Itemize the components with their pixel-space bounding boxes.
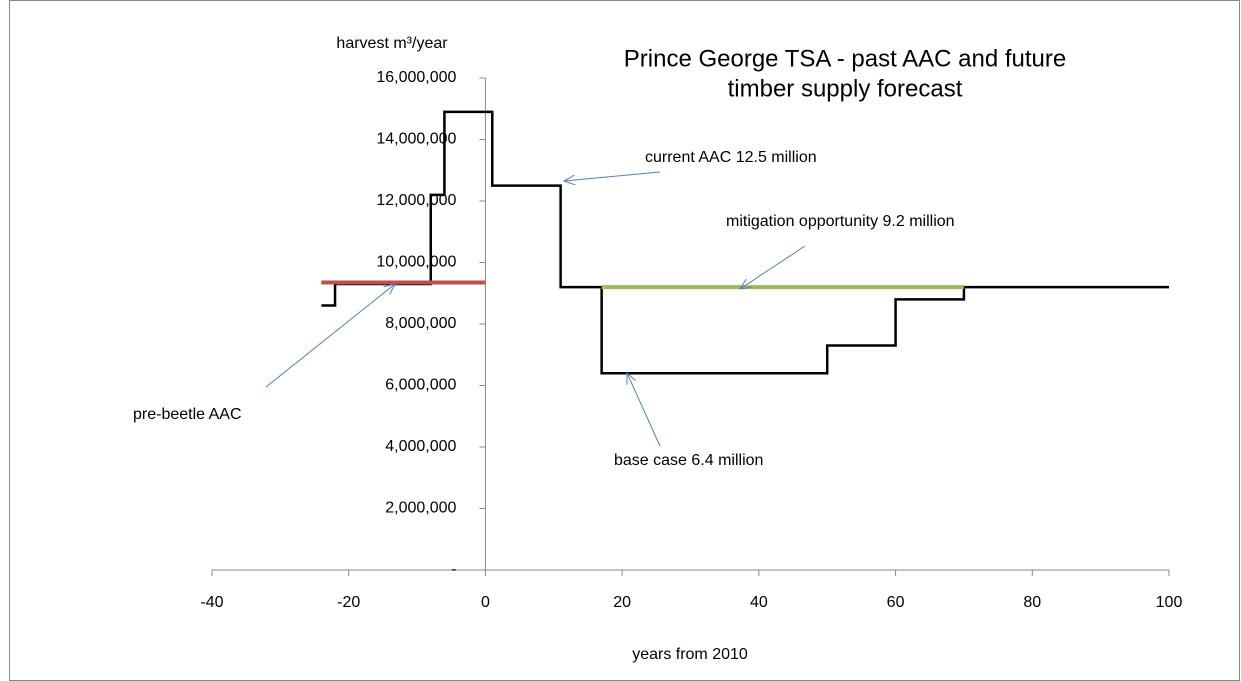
data-line xyxy=(321,110,1169,375)
x-tick-label: 60 xyxy=(887,594,905,611)
x-tick-label: 100 xyxy=(1156,594,1183,611)
annotation: base case 6.4 million xyxy=(614,452,763,469)
x-tick-label: -20 xyxy=(337,594,360,611)
x-tick-label: 40 xyxy=(750,594,768,611)
x-tick-label: 0 xyxy=(481,594,490,611)
y-tick-label: 16,000,000 xyxy=(376,69,456,86)
annotation: pre-beetle AAC xyxy=(133,406,242,423)
arrow xyxy=(740,245,806,289)
arrow xyxy=(564,171,661,181)
y-tick-label: 14,000,000 xyxy=(376,131,456,148)
chart-title: Prince George TSA - past AAC and future xyxy=(624,45,1066,72)
arrow xyxy=(627,373,661,447)
x-tick-label: 80 xyxy=(1023,594,1041,611)
chart-title: timber supply forecast xyxy=(728,75,963,102)
x-tick-label: -40 xyxy=(200,594,223,611)
y-tick-label: 12,000,000 xyxy=(376,192,456,209)
x-axis-label: years from 2010 xyxy=(632,646,748,663)
annotation: current AAC 12.5 million xyxy=(645,149,817,166)
y-axis-label: harvest m³/year xyxy=(336,35,448,52)
arrow xyxy=(265,284,395,388)
y-tick-label: 10,000,000 xyxy=(376,254,456,271)
y-tick-label: 4,000,000 xyxy=(385,438,456,455)
y-tick-label: 6,000,000 xyxy=(385,377,456,394)
annotation: mitigation opportunity 9.2 million xyxy=(726,213,955,230)
y-tick-label: 8,000,000 xyxy=(385,315,456,332)
x-tick-label: 20 xyxy=(613,594,631,611)
frame xyxy=(9,0,1240,681)
y-tick-label: 2,000,000 xyxy=(385,500,456,517)
y-tick-label: - xyxy=(451,561,456,578)
